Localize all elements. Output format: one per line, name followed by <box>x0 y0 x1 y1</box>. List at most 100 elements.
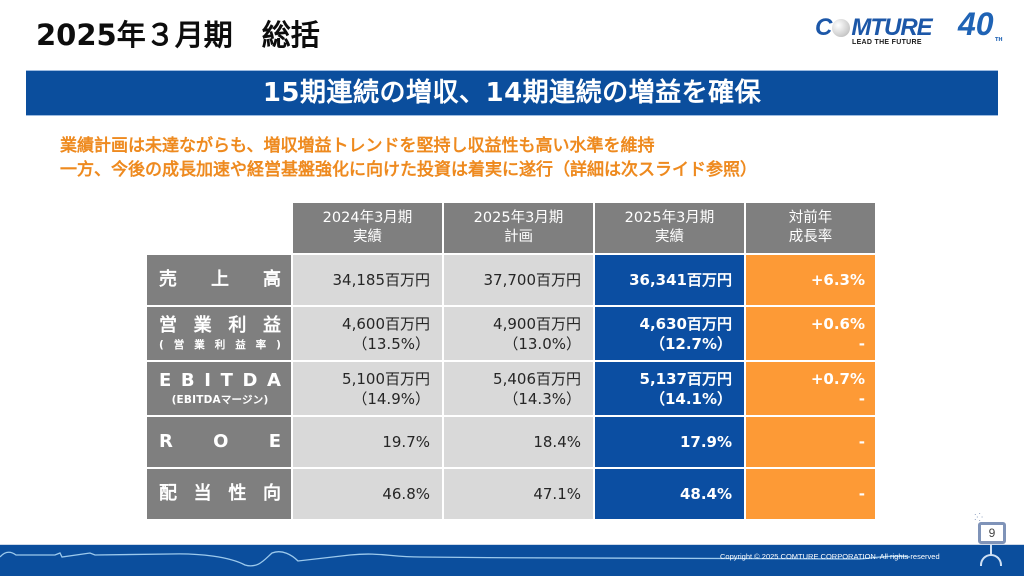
cell-growth: - <box>744 415 877 469</box>
row-label-char: E <box>268 431 281 452</box>
results-summary-table: 2024年3月期 実績 2025年3月期 計画 2025年3月期 実績 対前年 成長率 … <box>145 201 877 521</box>
logo-word-start: C <box>815 14 832 41</box>
table-row-operating-profit: 営業利益 (営業利益率) 4,600百万円 （13.5%） 4,900百万円 （13… <box>145 305 877 362</box>
row-label-char: E <box>159 370 172 391</box>
lead-line: 業績計画は未達ながらも、増収増益トレンドを堅持し収益性も高い水準を維持 <box>60 136 655 156</box>
anniversary-suffix: TH <box>995 37 1003 43</box>
monitor-stand <box>990 544 992 556</box>
cell-value: 5,406百万円 <box>493 369 581 388</box>
logo-wordmark: C MTURE <box>815 14 933 42</box>
lead-text: 業績計画は未達ながらも、増収増益トレンドを堅持し収益性も高い水準を維持 一方、今… <box>60 134 757 182</box>
table-header-row: 2024年3月期 実績 2025年3月期 計画 2025年3月期 実績 対前年 成長率 <box>146 201 877 255</box>
column-header-actual: 2025年3月期 実績 <box>593 201 746 255</box>
row-label-char: 益 <box>262 315 281 336</box>
row-label-char: 利 <box>228 315 247 336</box>
column-header-line: 成長率 <box>788 229 833 245</box>
logo-word-end: MTURE <box>851 14 932 41</box>
cell-margin: - <box>858 334 865 353</box>
row-sublabel-char: 利 <box>214 339 226 351</box>
row-label-char: T <box>220 370 233 391</box>
cell-growth: +6.3% <box>744 253 877 307</box>
cell-plan: 47.1% <box>442 467 595 521</box>
row-label-char: 営 <box>159 315 177 336</box>
row-label-char: 売 <box>159 269 177 290</box>
cell-plan: 37,700百万円 <box>442 253 595 307</box>
row-label-char: D <box>242 370 258 391</box>
cell-value: 5,137百万円 <box>639 369 732 388</box>
row-label-char: 向 <box>262 483 281 504</box>
cell-value: +0.6% <box>810 314 865 333</box>
monitor-icon: 9 <box>978 522 1006 544</box>
table-row-sales: 売 上 高 34,185百万円 37,700百万円 36,341百万円 +6.3% <box>145 253 877 307</box>
cell-margin: （13.0%） <box>503 334 581 353</box>
cell-value: 5,100百万円 <box>342 369 430 388</box>
cell-margin: （14.3%） <box>503 389 581 408</box>
cell-prev-actual: 46.8% <box>291 467 444 521</box>
row-label-char: 配 <box>159 483 177 504</box>
footer-bar: Copyright © 2025 COMTURE CORPORATION. Al… <box>0 544 1024 576</box>
sparkle-icon: ⁚⁛ <box>974 513 983 522</box>
cell-margin: （14.1%） <box>649 389 732 408</box>
anniversary-mark: 40 <box>958 6 994 42</box>
column-header-line: 2025年3月期 <box>624 210 715 226</box>
cell-value: 4,630百万円 <box>639 314 732 333</box>
cell-plan: 18.4% <box>442 415 595 469</box>
cell-growth: +0.7% - <box>744 360 877 417</box>
comture-logo: C MTURE LEAD THE FUTURE 40 TH <box>815 6 1015 52</box>
row-sublabel-char: 益 <box>235 339 246 351</box>
column-header-line: 実績 <box>655 229 684 245</box>
column-header-growth: 対前年 成長率 <box>744 201 877 255</box>
cell-prev-actual: 5,100百万円 （14.9%） <box>291 360 444 417</box>
row-sublabel-char: ( <box>159 339 164 351</box>
cell-plan: 5,406百万円 （14.3%） <box>442 360 595 417</box>
row-sublabel-char: ) <box>276 339 281 351</box>
row-label-char: A <box>267 370 281 391</box>
table-corner <box>146 202 292 254</box>
copyright-text: Copyright © 2025 COMTURE CORPORATION. Al… <box>720 552 940 561</box>
table-row-roe: R O E 19.7% 18.4% 17.9% - <box>145 415 877 469</box>
cell-prev-actual: 4,600百万円 （13.5%） <box>291 305 444 362</box>
column-header-prev-actual: 2024年3月期 実績 <box>291 201 444 255</box>
cell-margin: （13.5%） <box>352 334 430 353</box>
cell-value: 4,900百万円 <box>493 314 581 333</box>
row-sublabel-char: 率 <box>255 339 267 351</box>
row-label-char: 高 <box>263 269 281 290</box>
cell-actual: 48.4% <box>593 467 746 521</box>
row-label-sales: 売上高 <box>145 253 293 307</box>
row-label-payout-ratio: 配当性向 <box>145 467 293 521</box>
page-number: 9 <box>980 524 1004 542</box>
cell-prev-actual: 19.7% <box>291 415 444 469</box>
row-sublabel-char: 業 <box>194 339 205 351</box>
cell-plan: 4,900百万円 （13.0%） <box>442 305 595 362</box>
row-label-char: 業 <box>193 315 212 336</box>
logo-tagline: LEAD THE FUTURE <box>852 39 922 46</box>
slide-title: 2025年３月期 総括 <box>36 18 320 52</box>
row-label-char: O <box>213 431 229 452</box>
cell-value: +0.7% <box>810 369 865 388</box>
cell-margin: （12.7%） <box>649 334 732 353</box>
globe-icon <box>832 19 851 37</box>
column-header-line: 実績 <box>353 229 382 245</box>
cell-prev-actual: 34,185百万円 <box>291 253 444 307</box>
cell-actual: 4,630百万円 （12.7%） <box>593 305 746 362</box>
row-label-char: R <box>159 431 173 452</box>
row-label-char: 性 <box>228 483 247 504</box>
cell-actual: 17.9% <box>593 415 746 469</box>
cell-growth: +0.6% - <box>744 305 877 362</box>
cell-margin: （14.9%） <box>352 389 430 408</box>
column-header-plan: 2025年3月期 計画 <box>442 201 595 255</box>
row-sublabel: (EBITDAマージン) <box>171 394 269 406</box>
monitor-base <box>980 554 1002 566</box>
column-header-line: 2025年3月期 <box>473 210 564 226</box>
footer-wave-decoration <box>0 551 911 567</box>
cell-actual: 36,341百万円 <box>593 253 746 307</box>
row-label-char: 上 <box>211 269 229 290</box>
cell-actual: 5,137百万円 （14.1%） <box>593 360 746 417</box>
cell-margin: - <box>858 389 865 408</box>
row-sublabel-char: 営 <box>173 339 185 351</box>
lead-line: 一方、今後の成長加速や経営基盤強化に向けた投資は着実に遂行（詳細は次スライド参照… <box>60 160 757 180</box>
row-label-char: B <box>180 370 195 391</box>
